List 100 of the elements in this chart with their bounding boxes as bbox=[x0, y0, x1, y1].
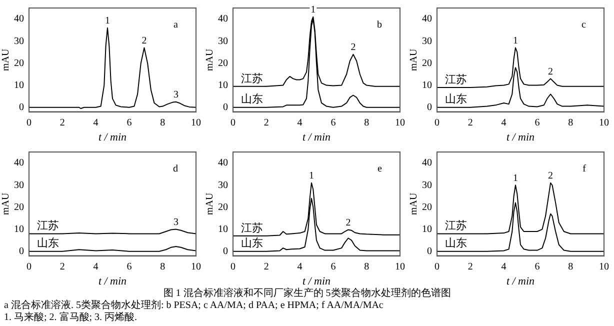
annotation: 2 bbox=[350, 42, 356, 54]
x-tick-label: 2 bbox=[468, 261, 473, 272]
y-tick-label: 40 bbox=[218, 158, 228, 169]
annotation: 3 bbox=[173, 216, 178, 228]
y-tick-label: 0 bbox=[223, 246, 228, 258]
x-tick-label: 0 bbox=[230, 117, 236, 128]
annotation: b bbox=[377, 20, 382, 31]
x-tick-label: 4 bbox=[501, 117, 506, 128]
series-label: 山东 bbox=[445, 92, 467, 106]
x-axis-title: t / min bbox=[506, 275, 536, 288]
x-tick-label: 10 bbox=[599, 117, 609, 128]
x-tick-label: 2 bbox=[264, 117, 269, 128]
y-tick-label: 30 bbox=[422, 36, 432, 47]
annotation: 1 bbox=[512, 35, 518, 46]
annotation: 2 bbox=[548, 170, 554, 182]
x-tick-label: 10 bbox=[395, 261, 405, 272]
annotation: 1 bbox=[512, 172, 518, 184]
text: 图 1 混合标准溶液和不同厂家生产的 5类聚合物水处理剂的色谱图 bbox=[162, 288, 452, 300]
y-tick-label: 10 bbox=[14, 80, 24, 91]
y-tick-label: 30 bbox=[422, 180, 432, 191]
y-tick-label: 0 bbox=[427, 102, 432, 114]
y-tick-label: 20 bbox=[218, 58, 228, 69]
x-tick-label: 4 bbox=[501, 261, 506, 272]
y-axis-title: mAU bbox=[204, 48, 216, 72]
y-tick-label: 40 bbox=[14, 158, 24, 169]
series-label: 江苏 bbox=[445, 72, 467, 86]
x-tick-label: 10 bbox=[395, 117, 405, 128]
y-tick-label: 20 bbox=[422, 202, 432, 213]
x-tick-label: 2 bbox=[264, 261, 269, 272]
y-tick-label: 40 bbox=[422, 158, 432, 169]
x-axis-title: t / min bbox=[98, 275, 128, 288]
y-tick-label: 0 bbox=[427, 246, 432, 258]
y-tick-label: 20 bbox=[218, 202, 228, 213]
x-tick-label: 0 bbox=[26, 261, 32, 272]
y-tick-label: 20 bbox=[14, 58, 24, 69]
series-label: 江苏 bbox=[37, 219, 59, 232]
annotation: d bbox=[173, 164, 178, 175]
x-tick-label: 2 bbox=[468, 117, 473, 128]
y-axis-title: mAU bbox=[408, 48, 420, 72]
x-tick-label: 6 bbox=[534, 261, 540, 272]
y-tick-label: 40 bbox=[218, 14, 228, 25]
y-tick-label: 10 bbox=[14, 224, 24, 235]
annotation: 1 bbox=[104, 16, 110, 26]
x-axis-title: t / min bbox=[302, 131, 332, 144]
annotation: 1 bbox=[308, 170, 314, 182]
series-label: 山东 bbox=[37, 236, 59, 250]
text: 1. 马来酸; 2. 富马酸; 3. 丙烯酸. bbox=[3, 312, 138, 324]
y-tick-label: 30 bbox=[14, 36, 24, 47]
x-tick-label: 8 bbox=[568, 117, 574, 128]
annotation: 2 bbox=[142, 35, 147, 46]
x-tick-label: 8 bbox=[364, 117, 370, 128]
y-tick-label: 30 bbox=[14, 180, 24, 191]
y-axis-title: mAU bbox=[408, 192, 420, 216]
series-label: 江苏 bbox=[445, 219, 467, 232]
annotation: a bbox=[174, 20, 179, 31]
x-tick-label: 4 bbox=[297, 117, 302, 128]
x-axis-title: t / min bbox=[506, 131, 536, 144]
y-axis-title: mAU bbox=[0, 48, 12, 72]
x-tick-label: 8 bbox=[568, 261, 574, 272]
x-tick-label: 6 bbox=[126, 261, 132, 272]
x-tick-label: 6 bbox=[126, 117, 132, 128]
y-axis-title: mAU bbox=[204, 192, 216, 216]
y-tick-label: 40 bbox=[422, 14, 432, 25]
annotation: c bbox=[582, 20, 587, 31]
x-tick-label: 10 bbox=[599, 261, 609, 272]
x-tick-label: 10 bbox=[191, 117, 201, 128]
annotation: 1 bbox=[310, 4, 316, 16]
x-tick-label: 6 bbox=[330, 261, 336, 272]
series-label: 山东 bbox=[241, 236, 263, 250]
text: a 混合标准溶液. 5类聚合物水处理剂: b PESA; c AA/MA; d PAA; e HPMA; f AA/MA/MAc bbox=[3, 300, 384, 312]
x-tick-label: 0 bbox=[434, 261, 440, 272]
x-tick-label: 4 bbox=[93, 261, 98, 272]
y-tick-label: 10 bbox=[218, 224, 228, 235]
x-axis-title: t / min bbox=[302, 275, 332, 288]
x-tick-label: 2 bbox=[60, 261, 65, 272]
x-tick-label: 0 bbox=[26, 117, 32, 128]
y-tick-label: 20 bbox=[14, 202, 24, 213]
y-tick-label: 10 bbox=[218, 80, 228, 91]
x-tick-label: 4 bbox=[93, 117, 98, 128]
y-tick-label: 30 bbox=[218, 180, 228, 191]
annotation: 2 bbox=[346, 217, 351, 228]
y-tick-label: 0 bbox=[19, 246, 24, 258]
x-tick-label: 6 bbox=[330, 117, 336, 128]
x-tick-label: 10 bbox=[191, 261, 201, 272]
x-tick-label: 8 bbox=[160, 261, 166, 272]
y-tick-label: 10 bbox=[422, 224, 432, 235]
y-axis-title: mAU bbox=[0, 192, 12, 216]
x-tick-label: 6 bbox=[534, 117, 540, 128]
y-tick-label: 20 bbox=[422, 58, 432, 69]
annotation: f bbox=[582, 164, 587, 175]
x-axis-title: t / min bbox=[98, 131, 128, 144]
series-label: 山东 bbox=[241, 92, 263, 106]
y-tick-label: 30 bbox=[218, 36, 228, 47]
x-tick-label: 0 bbox=[230, 261, 236, 272]
annotation: 2 bbox=[548, 66, 554, 78]
x-tick-label: 0 bbox=[434, 117, 440, 128]
x-tick-label: 4 bbox=[297, 261, 302, 272]
y-tick-label: 40 bbox=[14, 14, 24, 25]
x-tick-label: 2 bbox=[60, 117, 65, 128]
y-tick-label: 0 bbox=[19, 102, 24, 114]
